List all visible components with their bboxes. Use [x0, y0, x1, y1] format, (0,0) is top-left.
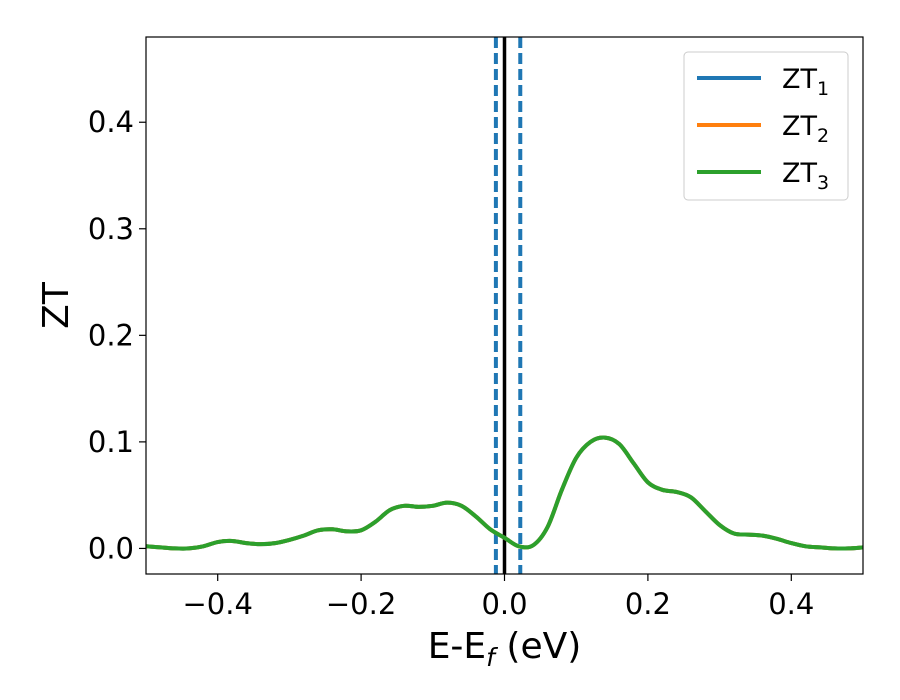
x-tick-label: 0.0 [481, 587, 527, 621]
legend: ZT1 ZT2 ZT3 [683, 51, 849, 201]
x-axis-title-unit: (eV) [495, 626, 581, 667]
x-tick-label: 0.4 [768, 587, 814, 621]
y-axis-title: ZT [36, 281, 77, 329]
y-tick-label: 0.2 [88, 318, 134, 352]
y-tick-label: 0.4 [88, 105, 134, 139]
x-tick-label: 0.2 [625, 587, 671, 621]
x-tick-label: −0.4 [182, 587, 252, 621]
y-tick-label: 0.3 [88, 212, 134, 246]
y-tick-label: 0.1 [88, 425, 134, 459]
legend-box [683, 51, 849, 201]
x-axis-title-main: E-E [428, 626, 486, 667]
x-tick-label: −0.2 [326, 587, 396, 621]
legend-label-zt2: ZT2 [782, 111, 829, 147]
series-line-zt3 [146, 435, 863, 551]
legend-label-zt3: ZT3 [782, 158, 829, 194]
y-tick-label: 0.0 [88, 531, 134, 565]
legend-label-zt1: ZT1 [782, 64, 829, 100]
x-axis-title: E-Ef (eV) [428, 626, 582, 672]
